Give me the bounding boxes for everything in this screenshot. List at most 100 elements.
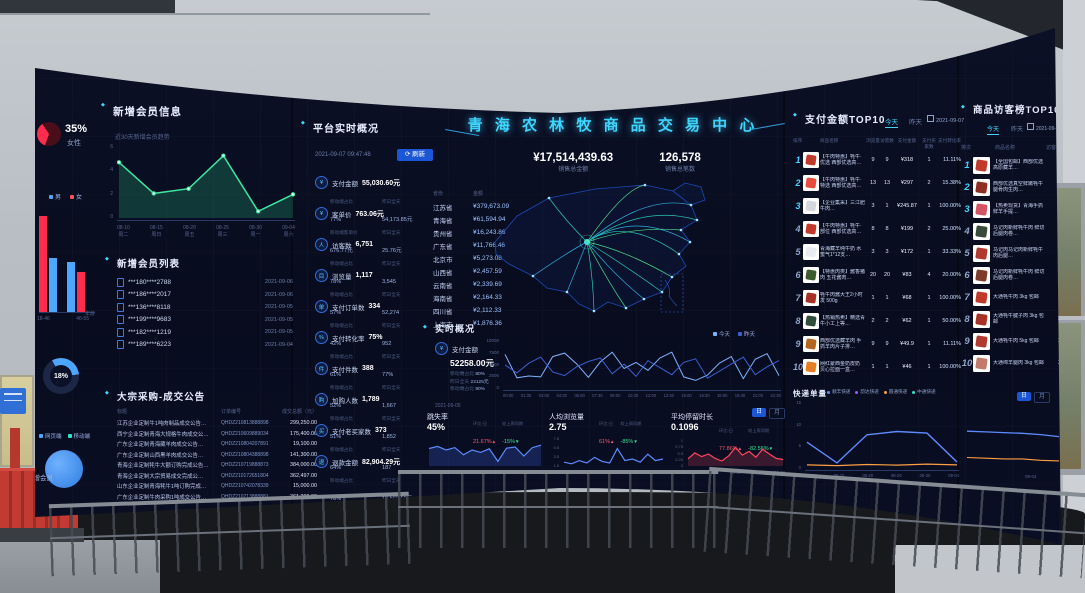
metric-block[interactable]: % 支付转化率 75% 移动端占比 61% 昨日全天 77% bbox=[315, 331, 435, 362]
metric-label: 支付订单数 bbox=[332, 304, 365, 312]
screen-seam bbox=[957, 20, 959, 545]
metric-label: 加购人数 bbox=[332, 397, 358, 405]
members-trend-yaxis: 6 4 2 0 bbox=[101, 144, 113, 220]
toggle-month[interactable]: 月 bbox=[769, 408, 785, 419]
table-row[interactable]: 1 【牛肉特惠】牦牛·优选 西部优选高… 9 9 ¥318 1 11.11% bbox=[793, 148, 961, 171]
table-row[interactable]: 青海省 ¥61,594.94 bbox=[433, 213, 525, 226]
y-tick: 0.25 bbox=[675, 456, 683, 462]
table-row[interactable]: 7 大通牦牛肉 3kg 包邮 1 bbox=[961, 286, 1061, 308]
metric-label: 支付转化率 bbox=[332, 335, 365, 343]
table-row[interactable]: 青海企业定制牦牛大额订购完成公告… QHDZ210719888873 384,0… bbox=[117, 460, 317, 471]
table-row[interactable]: 9 大通牦牛肉 5kg 包邮 1 bbox=[961, 330, 1061, 352]
table-row[interactable]: 10 大通绵羊腿肉 3kg 包邮 1 bbox=[961, 352, 1061, 374]
table-row[interactable]: 2 西部优选真空鲜嫩牦牛腿骨肉生肉… 1 bbox=[961, 176, 1061, 198]
table-row[interactable]: 8 大通牦牛腱子肉 3kg 包邮 1 bbox=[961, 308, 1061, 330]
list-item[interactable]: ***180****2788 2021-09-06 bbox=[117, 276, 293, 289]
table-row[interactable]: 四川省 ¥2,112.33 bbox=[433, 304, 525, 317]
list-item[interactable]: ***136****8118 2021-09-05 bbox=[117, 301, 293, 314]
list-item[interactable]: ***199****9683 2021-09-05 bbox=[117, 314, 293, 327]
tab-today[interactable]: 今天 bbox=[885, 116, 898, 128]
refresh-button[interactable]: ⟳ 刷新 bbox=[397, 149, 433, 161]
tab-today[interactable]: 今天 bbox=[987, 124, 999, 135]
col-header: 排次 bbox=[961, 145, 972, 151]
table-row[interactable]: 6 马记肉新鲜牦牛肉 鲜切后腿肉卷… 1 bbox=[961, 264, 1061, 286]
legend-item[interactable]: 韵达快递 bbox=[855, 389, 878, 395]
metric-block[interactable]: 目 浏览量 1,117 移动端占比 57% 昨日全天 52,274 bbox=[315, 269, 435, 300]
list-item[interactable]: ***182****1219 2021-09-05 bbox=[117, 326, 293, 339]
table-row[interactable]: 山西省 ¥2,457.59 bbox=[433, 265, 525, 278]
rank-number: 6 bbox=[795, 269, 801, 280]
table-row[interactable]: 山东企业定制青海牦牛1吨订购完成… QHDZ210742078339 15,00… bbox=[117, 481, 317, 492]
table-row[interactable]: 1 【全国包邮】西部优选高原藏羊… 2 bbox=[961, 154, 1061, 176]
pay-top10-table: 1 【牛肉特惠】牦牛·优选 西部优选高… 9 9 ¥318 1 11.11% 2… bbox=[793, 148, 961, 378]
table-row[interactable]: 上海市 ¥1,876.36 bbox=[433, 317, 525, 330]
legend-item[interactable]: 男 bbox=[49, 192, 61, 201]
table-row[interactable]: 8 【热销热卖】精选青牛小工上等… 2 2 ¥62 1 50.00% bbox=[793, 309, 961, 332]
table-row[interactable]: 青海企业定制大宗贸易成交完成公… QHDZ210172651804 362,49… bbox=[117, 471, 317, 482]
metric-block[interactable]: 买 支付老买家数 373 移动端占比 64% 昨日全天 187 bbox=[315, 424, 435, 455]
table-row[interactable]: 广东企业定制山西黑羊肉成交公告… QHDZ210804388898 141,30… bbox=[117, 450, 317, 461]
table-row[interactable]: 6 【特惠肉类】酱香猪肉 五花酱肉… 20 20 ¥83 4 20.00% bbox=[793, 263, 961, 286]
panel-corner-icon: ◆ bbox=[105, 390, 109, 396]
metric-sub-label: 移动端占比 bbox=[330, 292, 353, 297]
rank-number: 6 bbox=[964, 269, 970, 281]
legend-item[interactable]: 移动端 bbox=[68, 432, 91, 440]
metric-sub-value: 52% bbox=[330, 403, 342, 409]
col-header: 标题 bbox=[117, 409, 128, 415]
table-row[interactable]: 广东企业定制青海藏羊肉成交公告… QHDZ210804207891 19,100… bbox=[117, 439, 317, 450]
legend-item[interactable]: 女 bbox=[70, 192, 82, 201]
metric-block[interactable]: 件 支付件数 388 移动端占比 52% 昨日全天 1,667 bbox=[315, 362, 435, 393]
x-tick: 04:30 bbox=[556, 393, 567, 398]
y-tick: 5 bbox=[798, 443, 801, 449]
toggle-day[interactable]: 日 bbox=[1017, 392, 1031, 401]
date-picker[interactable]: 2021-09-07 bbox=[1027, 123, 1062, 132]
table-row[interactable]: 3 【热卖现货】青海手抓鲜羊手提… 1 bbox=[961, 198, 1061, 220]
metric-block[interactable]: 购 加购人数 1,789 移动端占比 51% 昨日全天 1,852 bbox=[315, 393, 435, 424]
date-note: 2021-09-05 bbox=[435, 403, 461, 409]
toggle-day[interactable]: 日 bbox=[752, 408, 766, 417]
toggle-month[interactable]: 月 bbox=[1034, 392, 1050, 403]
table-row[interactable]: 10 网红蒙西金奶皮奶 贝心拉面一盒… 1 1 ¥46 1 100.00% bbox=[793, 355, 961, 378]
table-row[interactable]: 5 青海藏羊纯牛奶 水蜜气1*12支… 3 3 ¥172 1 33.33% bbox=[793, 240, 961, 263]
list-item[interactable]: ***189****6223 2021-09-04 bbox=[117, 339, 293, 352]
purchase-order-no: QHDZ210172651804 bbox=[221, 472, 269, 479]
table-row[interactable]: 广东省 ¥11,766.46 bbox=[433, 239, 525, 252]
tab-yesterday[interactable]: 昨天 bbox=[909, 119, 922, 126]
table-row[interactable]: 3 【企业集采】三江肥牛肉… 3 1 ¥245.87 1 100.00% bbox=[793, 194, 961, 217]
table-row[interactable]: 贵州省 ¥16,243.86 bbox=[433, 226, 525, 239]
legend-item[interactable]: 中通快递 bbox=[912, 389, 935, 395]
legend-item[interactable]: 昨天 bbox=[738, 330, 755, 338]
date-picker[interactable]: 2021-09-07 bbox=[927, 115, 964, 124]
table-row[interactable]: 北京市 ¥5,273.08 bbox=[433, 252, 525, 265]
table-row[interactable]: 江苏省 ¥379,673.09 bbox=[433, 200, 525, 213]
list-item[interactable]: ***186****2017 2021-09-06 bbox=[117, 289, 293, 302]
legend-item[interactable]: 网页端 bbox=[39, 432, 62, 440]
metric-sub-value: 42% bbox=[330, 341, 342, 347]
table-row[interactable]: 云南省 ¥2,339.69 bbox=[433, 278, 525, 291]
avg-stay-chart bbox=[686, 438, 785, 468]
x-tick: 12:00 bbox=[645, 393, 657, 398]
legend-item[interactable]: 今天 bbox=[713, 330, 730, 338]
table-row[interactable]: 西宁企业定制青海大规格牛肉成交公… QHDZ210609889034 175,4… bbox=[117, 429, 317, 440]
table-row[interactable]: 江苏企业定制牛1吨肉制品成交公告… QHDZ210813888898 299,2… bbox=[117, 418, 317, 429]
x-tick: 10:30 bbox=[627, 393, 639, 398]
product-thumbnail bbox=[973, 157, 990, 174]
members-panel-title: 新增会员信息 bbox=[113, 106, 182, 118]
table-row[interactable]: 5 马记肉马记肉新鲜牦牛肉后腿… 1 bbox=[961, 242, 1061, 264]
metric-block[interactable]: 单 支付订单数 334 移动端占比 42% 昨日全天 952 bbox=[315, 300, 435, 331]
table-row[interactable]: 7 牦牛肉酱大王2小时发 500g 1 1 ¥68 1 100.00% bbox=[793, 286, 961, 309]
tab-yesterday[interactable]: 昨天 bbox=[1011, 127, 1024, 133]
table-row[interactable]: 9 西部优选藏羊肉 手抓羊肉片子排… 9 9 ¥49.9 1 11.11% bbox=[793, 332, 961, 355]
table-row[interactable]: 4 马记肉新鲜牦牛肉 鲜切后腿肉卷… 1 bbox=[961, 220, 1061, 242]
legend-item[interactable]: 顺丰快递 bbox=[827, 389, 850, 395]
table-row[interactable]: 海南省 ¥2,164.33 bbox=[433, 291, 525, 304]
metric-block[interactable]: 人 访客数 6,751 移动端占比 78% 昨日全天 3,545 bbox=[315, 238, 435, 269]
table-row[interactable]: 4 【牛肉特惠】牦牛·部位 西部优选高… 8 8 ¥199 2 25.00% bbox=[793, 217, 961, 240]
conversion-rate: 100.00% bbox=[939, 294, 961, 301]
legend-item[interactable]: 圆通快递 bbox=[884, 389, 907, 395]
metric-block[interactable]: ¥ 支付金额 55,030.60元 移动端占比 77% 昨日全天 54,173.85… bbox=[315, 176, 435, 207]
x-tick: 09:00 bbox=[609, 393, 621, 398]
gender-pie-chart bbox=[37, 122, 61, 146]
metric-block[interactable]: ¥ 客单价 763.06元 移动端客单价 676.77元 昨日全天 25.76元 bbox=[315, 207, 435, 238]
table-row[interactable]: 2 【牛肉特惠】牦牛·特选 西部优选高… 13 13 ¥297 2 15.38% bbox=[793, 171, 961, 194]
